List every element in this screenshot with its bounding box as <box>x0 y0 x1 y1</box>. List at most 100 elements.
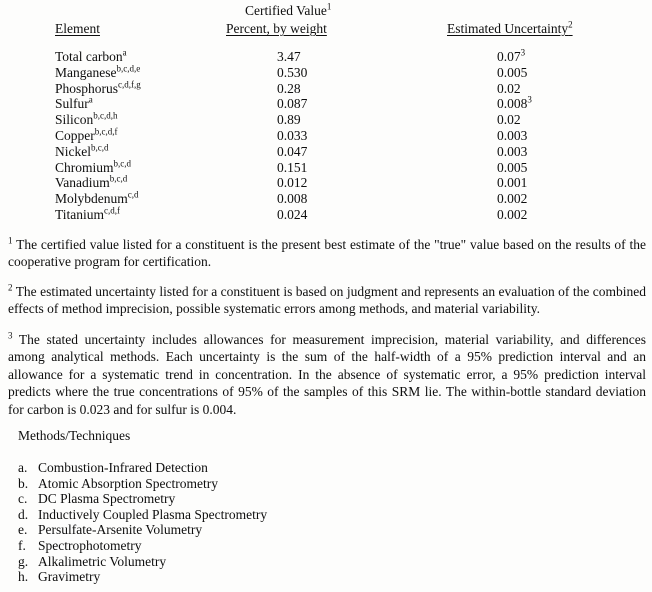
element-method-superscript: b,c,d,e <box>116 63 141 74</box>
methods-techniques-list: a. Combustion-Infrared Detection b. Atomic… <box>18 460 267 585</box>
method-item-text: Alkalimetric Volumetry <box>38 553 167 569</box>
certified-value: 0.087 <box>277 96 308 112</box>
table-row: Manganeseb,c,d,e 0.530 0.005 <box>0 63 652 81</box>
table-row: Phosphorusc,d,f,g 0.28 0.02 <box>0 79 652 97</box>
method-item-text: Inductively Coupled Plasma Spectrometry <box>38 506 268 522</box>
table-row: Nickelb,c,d 0.047 0.003 <box>0 142 652 160</box>
table-row: Vanadiumb,c,d 0.012 0.001 <box>0 173 652 191</box>
table-row: Copperb,c,d,f 0.033 0.003 <box>0 126 652 144</box>
estimated-uncertainty-text: 0.001 <box>497 175 528 191</box>
estimated-uncertainty: 0.073 <box>497 47 652 65</box>
method-item-letter: g. <box>18 553 29 569</box>
estimated-uncertainty-text: 0.008 <box>497 96 528 112</box>
estimated-uncertainty-text: 0.005 <box>497 64 528 80</box>
footnote-2: 2 The estimated uncertainty listed for a… <box>8 283 646 318</box>
method-item-text: Atomic Absorption Spectrometry <box>38 475 218 491</box>
table-row: Sulfura 0.087 0.0083 <box>0 94 652 112</box>
col-header-estimated-uncertainty-text: Estimated Uncertainty <box>447 21 569 36</box>
estimated-uncertainty: 0.005 <box>497 160 652 176</box>
element-name-text: Vanadium <box>55 175 110 191</box>
footnote-2-marker: 2 <box>8 282 13 293</box>
estimated-uncertainty: 0.02 <box>497 81 652 97</box>
element-method-superscript: b,c,d,f <box>94 126 118 137</box>
col-header-percent-by-weight: Percent, by weight <box>226 21 327 36</box>
estimated-uncertainty: 0.002 <box>497 207 652 223</box>
footnote-3-marker: 3 <box>8 330 13 341</box>
element-name: Total carbona <box>55 47 277 65</box>
element-name-text: Silicon <box>55 112 94 128</box>
element-name-text: Copper <box>55 127 95 143</box>
element-method-superscript: b,c,d,h <box>93 110 118 121</box>
element-name-text: Titanium <box>55 206 105 222</box>
element-name: Manganeseb,c,d,e <box>55 63 277 81</box>
method-item: c. DC Plasma Spectrometry <box>18 491 267 507</box>
element-name-text: Sulfur <box>55 96 89 112</box>
element-name: Titaniumc,d,f <box>55 206 277 223</box>
footnote-1-marker: 1 <box>8 235 13 246</box>
element-method-superscript: a <box>88 94 93 105</box>
method-item-letter: b. <box>18 475 29 491</box>
method-item: e. Persulfate-Arsenite Volumetry <box>18 522 267 538</box>
element-method-superscript: c,d,f,g <box>118 79 141 90</box>
element-method-superscript: b,c,d <box>113 158 132 169</box>
certified-value: 0.008 <box>277 191 308 207</box>
col-header-element: Element <box>55 21 100 36</box>
element-name: Sulfura <box>55 94 277 112</box>
method-item-letter: d. <box>18 506 29 522</box>
col-header-certified-value: Certified Value1 <box>245 1 332 19</box>
certified-value: 0.530 <box>277 64 308 80</box>
method-item: h. Gravimetry <box>18 569 267 585</box>
footnote-marker-2-ref: 2 <box>568 19 573 30</box>
footnote-3-text: The stated uncertainty includes allowanc… <box>8 332 646 417</box>
method-item-text: Combustion-Infrared Detection <box>38 460 208 475</box>
method-item-letter: h. <box>18 569 29 585</box>
estimated-uncertainty: 0.002 <box>497 191 652 207</box>
estimated-uncertainty-text: 0.002 <box>497 191 528 207</box>
element-method-superscript: a <box>122 47 127 58</box>
certified-value: 3.47 <box>277 49 301 64</box>
uncertainty-footnote-superscript: 3 <box>520 47 526 58</box>
estimated-uncertainty: 0.005 <box>497 65 652 81</box>
estimated-uncertainty-text: 0.02 <box>497 112 521 128</box>
estimated-uncertainty: 0.003 <box>497 144 652 160</box>
method-item: d. Inductively Coupled Plasma Spectrometr… <box>18 507 267 523</box>
footnote-marker-1-ref: 1 <box>326 1 332 12</box>
table-row: Siliconb,c,d,h 0.89 0.02 <box>0 110 652 128</box>
method-item: f. Spectrophotometry <box>18 538 267 554</box>
certified-value: 0.89 <box>277 112 301 128</box>
estimated-uncertainty-text: 0.07 <box>497 49 521 64</box>
method-item: g. Alkalimetric Volumetry <box>18 554 267 570</box>
element-name: Molybdenumc,d <box>55 189 277 207</box>
method-item: a. Combustion-Infrared Detection <box>18 460 267 476</box>
element-name: Siliconb,c,d,h <box>55 110 277 128</box>
estimated-uncertainty: 0.02 <box>497 112 652 128</box>
estimated-uncertainty: 0.003 <box>497 128 652 144</box>
estimated-uncertainty-text: 0.002 <box>497 206 528 222</box>
element-name: Nickelb,c,d <box>55 142 277 160</box>
element-name: Vanadiumb,c,d <box>55 173 277 191</box>
method-item-text: DC Plasma Spectrometry <box>38 491 176 507</box>
element-name-text: Chromium <box>55 159 114 175</box>
table-row: Chromiumb,c,d 0.151 0.005 <box>0 158 652 176</box>
method-item-letter: f. <box>18 537 26 553</box>
method-item-text: Spectrophotometry <box>38 537 142 553</box>
element-name: Copperb,c,d,f <box>55 126 277 144</box>
element-name-text: Total carbon <box>55 49 123 64</box>
element-method-superscript: b,c,d <box>91 142 109 153</box>
estimated-uncertainty: 0.001 <box>497 175 652 191</box>
element-name: Phosphorusc,d,f,g <box>55 79 277 97</box>
element-method-superscript: c,d <box>127 189 139 200</box>
certified-value: 0.012 <box>277 175 308 191</box>
estimated-uncertainty-text: 0.02 <box>497 80 521 96</box>
col-header-estimated-uncertainty: Estimated Uncertainty2 <box>447 19 573 37</box>
element-name-text: Nickel <box>55 143 91 159</box>
uncertainty-footnote-superscript: 3 <box>527 94 532 105</box>
method-item-letter: e. <box>18 522 28 538</box>
estimated-uncertainty-text: 0.005 <box>497 159 528 175</box>
element-name-text: Phosphorus <box>55 80 119 96</box>
method-item: b. Atomic Absorption Spectrometry <box>18 476 267 492</box>
footnote-1-text: The certified value listed for a constit… <box>8 237 646 270</box>
element-method-superscript: b,c,d <box>109 173 128 184</box>
certified-value: 0.047 <box>277 143 308 159</box>
certified-value: 0.024 <box>277 206 308 222</box>
